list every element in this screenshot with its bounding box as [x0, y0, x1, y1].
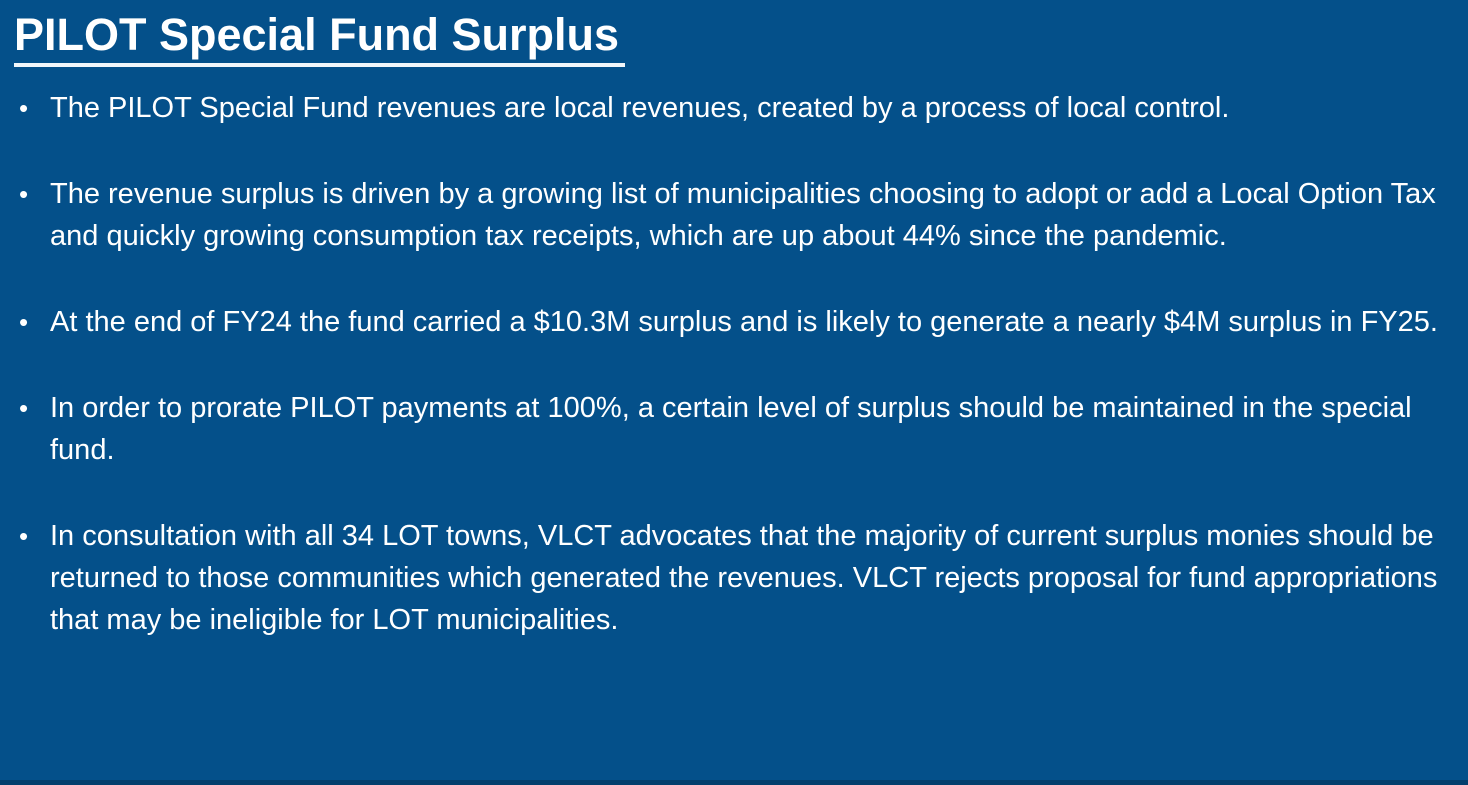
bullet-item: • In consultation with all 34 LOT towns,… [14, 515, 1442, 641]
bullet-text: The revenue surplus is driven by a growi… [50, 177, 1436, 252]
slide-title: PILOT Special Fund Surplus [14, 10, 626, 67]
bullet-item: • In order to prorate PILOT payments at … [14, 387, 1442, 471]
bullet-icon: • [19, 306, 29, 337]
bullet-item: • At the end of FY24 the fund carried a … [14, 301, 1442, 343]
bullet-text: In consultation with all 34 LOT towns, V… [50, 519, 1438, 636]
slide-bottom-edge [0, 780, 1468, 785]
bullet-icon: • [19, 178, 29, 209]
bullet-icon: • [19, 92, 29, 123]
bullet-text: In order to prorate PILOT payments at 10… [50, 391, 1412, 466]
bullet-list: • The PILOT Special Fund revenues are lo… [14, 87, 1442, 641]
bullet-icon: • [19, 520, 29, 551]
bullet-icon: • [19, 392, 29, 423]
bullet-text: At the end of FY24 the fund carried a $1… [50, 305, 1438, 338]
bullet-item: • The PILOT Special Fund revenues are lo… [14, 87, 1442, 129]
bullet-text: The PILOT Special Fund revenues are loca… [50, 91, 1230, 124]
bullet-item: • The revenue surplus is driven by a gro… [14, 173, 1442, 257]
